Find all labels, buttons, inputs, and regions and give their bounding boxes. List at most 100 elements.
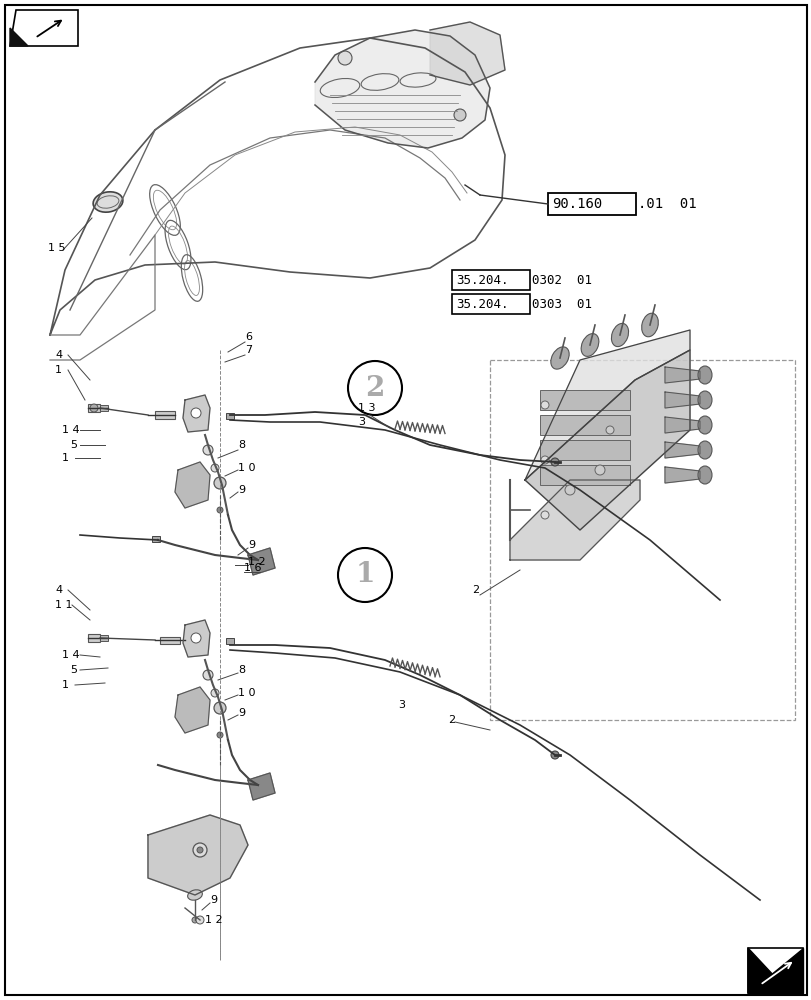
Ellipse shape <box>611 323 628 347</box>
Bar <box>539 465 629 485</box>
Text: 1 2: 1 2 <box>247 557 265 567</box>
Text: 2: 2 <box>471 585 478 595</box>
Text: 4: 4 <box>55 585 62 595</box>
Bar <box>155 411 175 419</box>
Polygon shape <box>747 948 802 993</box>
Text: 9: 9 <box>210 895 217 905</box>
Text: 0303  01: 0303 01 <box>531 298 591 310</box>
Polygon shape <box>430 22 504 85</box>
Circle shape <box>203 445 212 455</box>
Circle shape <box>217 732 223 738</box>
Bar <box>225 413 234 419</box>
Text: 35.204.: 35.204. <box>456 298 508 310</box>
Text: 5: 5 <box>70 665 77 675</box>
Polygon shape <box>247 548 275 575</box>
Polygon shape <box>509 480 639 560</box>
Ellipse shape <box>187 890 202 900</box>
Circle shape <box>193 843 207 857</box>
Bar <box>88 404 100 412</box>
Polygon shape <box>664 392 699 408</box>
Ellipse shape <box>697 391 711 409</box>
Bar <box>452 294 530 314</box>
Polygon shape <box>664 367 699 383</box>
Text: .01  01: .01 01 <box>637 197 696 211</box>
Bar <box>489 360 794 720</box>
Ellipse shape <box>697 441 711 459</box>
Circle shape <box>191 633 201 643</box>
Circle shape <box>214 702 225 714</box>
Bar <box>539 415 629 435</box>
Text: 1 6: 1 6 <box>243 563 261 573</box>
Bar <box>539 440 629 460</box>
Polygon shape <box>182 620 210 657</box>
Circle shape <box>594 465 604 475</box>
Ellipse shape <box>93 192 122 212</box>
Circle shape <box>211 464 219 472</box>
Ellipse shape <box>581 334 598 356</box>
Text: 7: 7 <box>245 345 251 355</box>
Text: 0302  01: 0302 01 <box>531 273 591 286</box>
Text: 1 0: 1 0 <box>238 463 255 473</box>
Circle shape <box>191 408 201 418</box>
Circle shape <box>540 511 548 519</box>
Text: 1 3: 1 3 <box>358 403 375 413</box>
Circle shape <box>337 548 392 602</box>
Polygon shape <box>175 687 210 733</box>
Text: 1 5: 1 5 <box>48 243 66 253</box>
Circle shape <box>203 670 212 680</box>
Polygon shape <box>10 10 78 46</box>
Circle shape <box>217 507 223 513</box>
Polygon shape <box>10 28 28 46</box>
Circle shape <box>197 847 203 853</box>
Bar <box>100 405 108 411</box>
Text: 1: 1 <box>62 680 69 690</box>
Text: 2: 2 <box>448 715 454 725</box>
Text: 8: 8 <box>238 440 245 450</box>
Text: 1 1: 1 1 <box>55 600 72 610</box>
Circle shape <box>90 404 98 412</box>
Bar <box>152 536 160 542</box>
Polygon shape <box>664 467 699 483</box>
Circle shape <box>211 689 219 697</box>
Text: 1 4: 1 4 <box>62 650 79 660</box>
Circle shape <box>540 456 548 464</box>
Circle shape <box>348 361 401 415</box>
Polygon shape <box>664 417 699 433</box>
Bar <box>225 638 234 644</box>
Circle shape <box>195 916 204 924</box>
Ellipse shape <box>550 347 569 369</box>
Polygon shape <box>182 395 210 432</box>
Bar <box>547 193 635 215</box>
Circle shape <box>540 401 548 409</box>
Polygon shape <box>175 462 210 508</box>
Text: 2: 2 <box>365 374 384 401</box>
Ellipse shape <box>697 366 711 384</box>
Circle shape <box>214 477 225 489</box>
Text: 1 4: 1 4 <box>62 425 79 435</box>
Bar <box>452 270 530 290</box>
Bar <box>160 637 180 644</box>
Circle shape <box>191 917 198 923</box>
Text: 9: 9 <box>238 485 245 495</box>
Ellipse shape <box>641 313 658 337</box>
Polygon shape <box>148 815 247 895</box>
Bar <box>539 390 629 410</box>
Text: 8: 8 <box>238 665 245 675</box>
Text: 1: 1 <box>55 365 62 375</box>
Polygon shape <box>747 948 789 993</box>
Text: 5: 5 <box>70 440 77 450</box>
Text: 90.160: 90.160 <box>551 197 602 211</box>
Ellipse shape <box>697 466 711 484</box>
Circle shape <box>551 458 558 466</box>
Circle shape <box>605 426 613 434</box>
Text: 3: 3 <box>358 417 365 427</box>
Text: 4: 4 <box>55 350 62 360</box>
Ellipse shape <box>697 416 711 434</box>
Text: 1: 1 <box>355 562 374 588</box>
Text: 6: 6 <box>245 332 251 342</box>
Polygon shape <box>315 30 489 148</box>
Bar <box>100 635 108 641</box>
Text: 1 0: 1 0 <box>238 688 255 698</box>
Circle shape <box>551 751 558 759</box>
Text: 9: 9 <box>238 708 245 718</box>
